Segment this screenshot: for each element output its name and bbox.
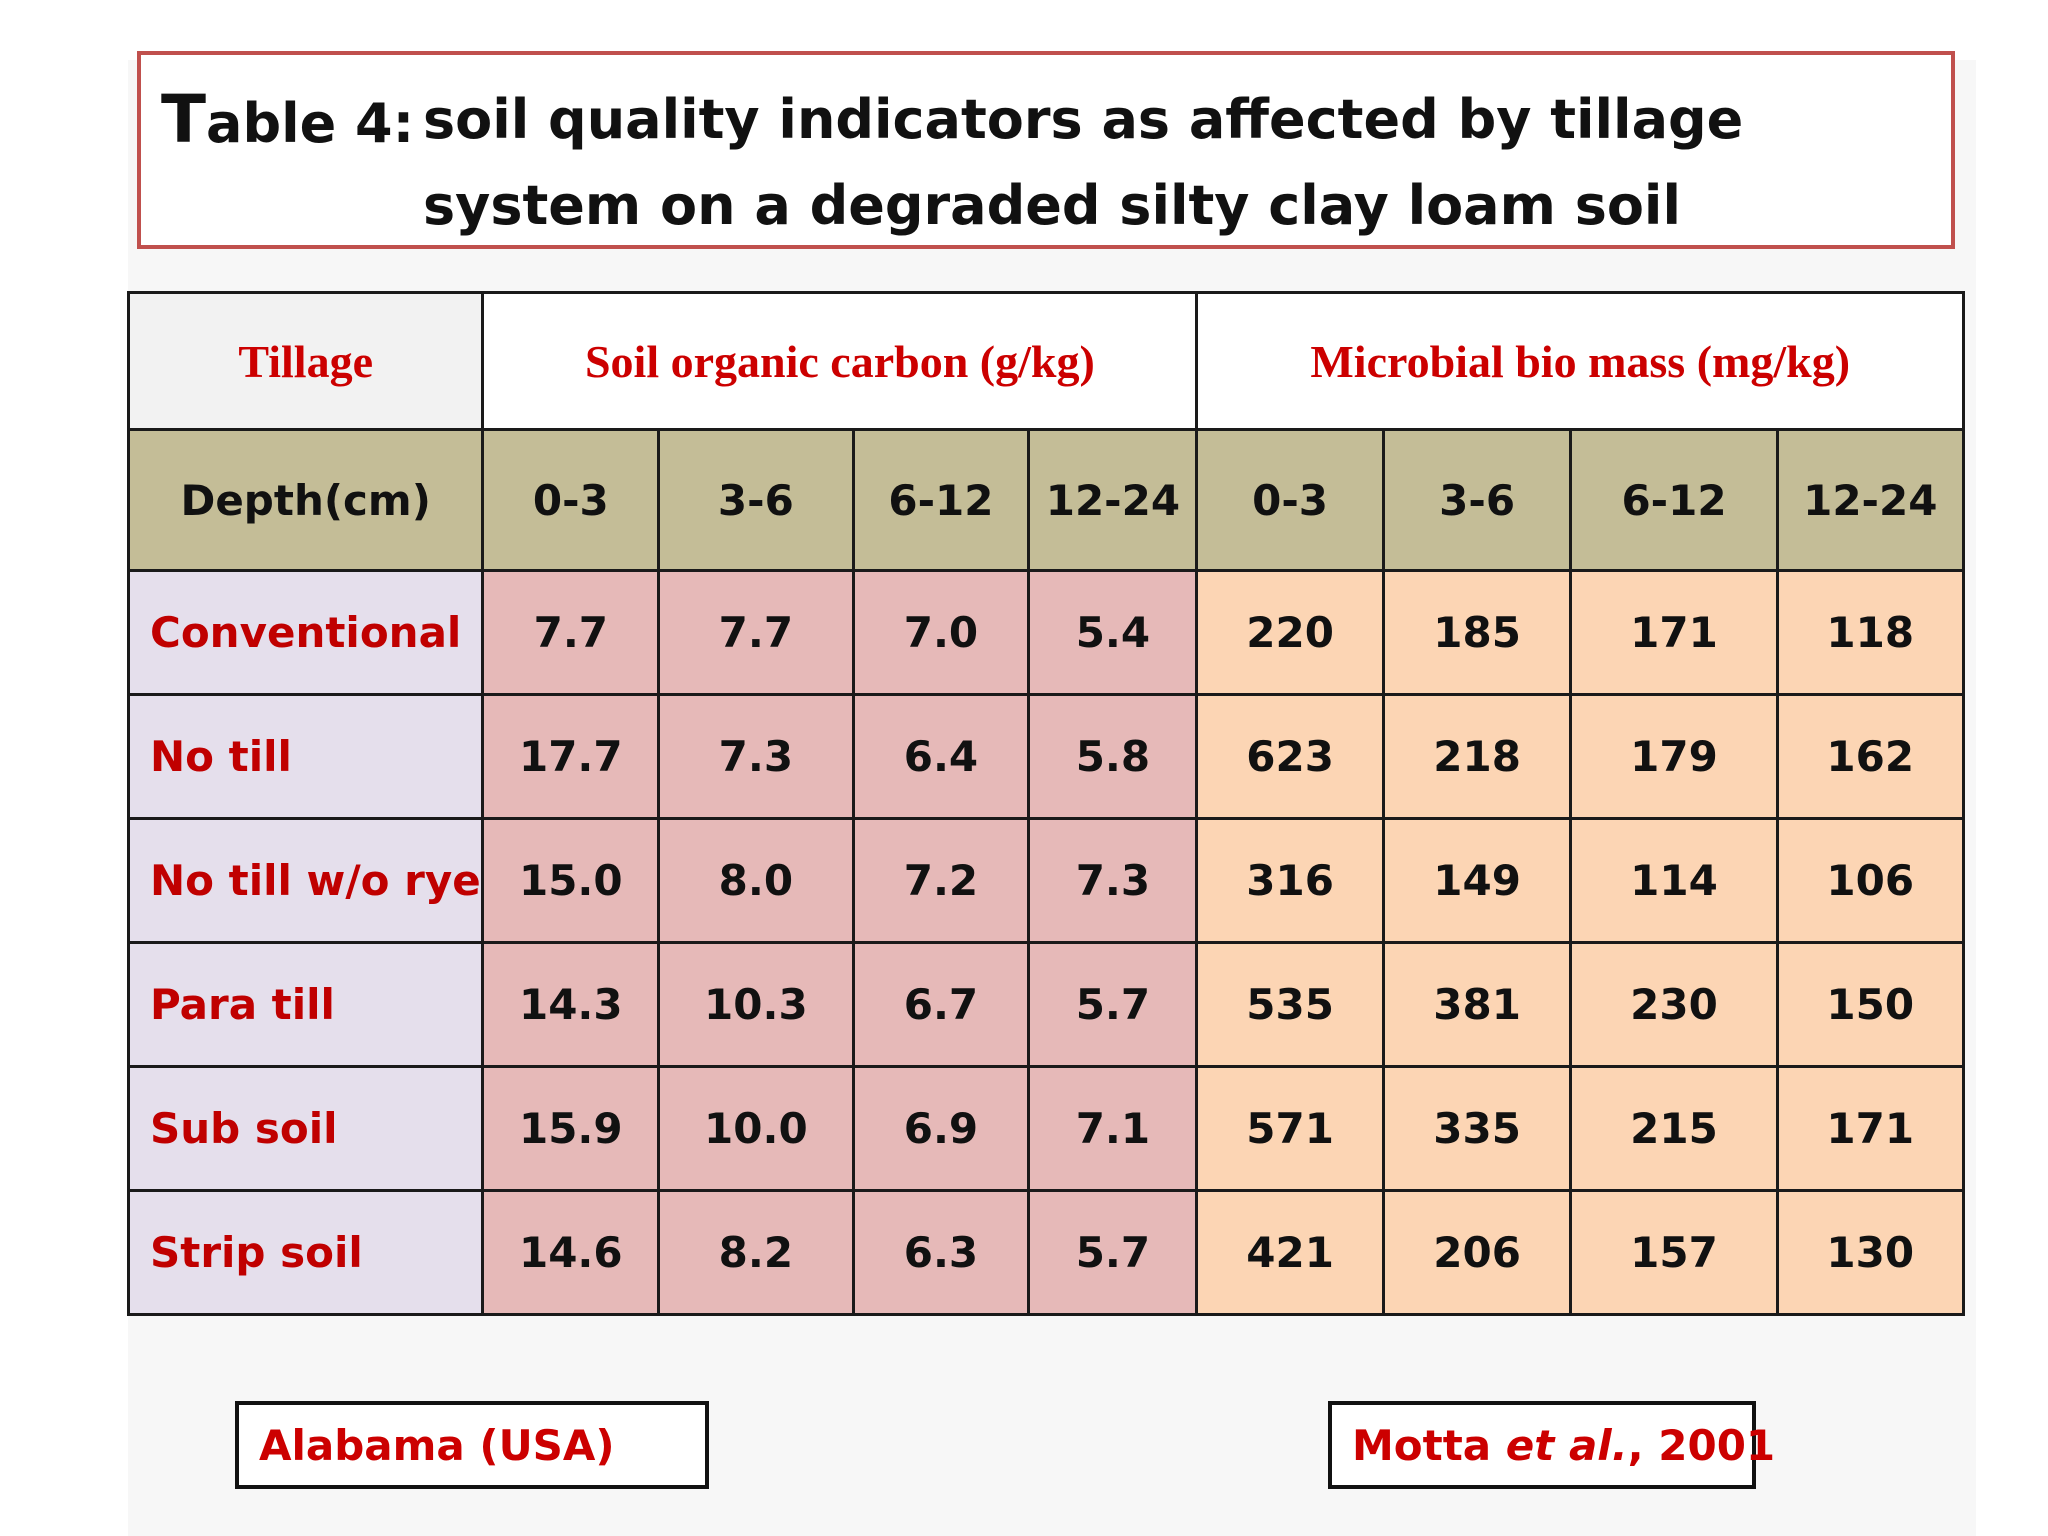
soc-value-cell: 6.4 (851, 693, 1031, 820)
depth-label: Depth(cm) (126, 428, 485, 572)
mbm-value-cell: 179 (1569, 693, 1779, 820)
soc-value-cell: 7.3 (657, 693, 855, 820)
citation-year: , 2001 (1627, 1420, 1776, 1470)
depth-cell: 12-24 (1027, 428, 1199, 572)
soc-value-cell: 14.3 (481, 941, 661, 1068)
soc-value-cell: 8.0 (657, 817, 855, 944)
title-box: Table 4: soil quality indicators as affe… (137, 51, 1955, 249)
soc-value-cell: 6.9 (851, 1065, 1031, 1192)
mbm-value-cell: 114 (1569, 817, 1779, 944)
table-number: Table 4: (161, 81, 415, 158)
mbm-value-cell: 130 (1775, 1189, 1966, 1316)
soc-value-cell: 15.0 (481, 817, 661, 944)
mbm-value-cell: 218 (1381, 693, 1573, 820)
soc-value-cell: 10.0 (657, 1065, 855, 1192)
soc-value-cell: 6.7 (851, 941, 1031, 1068)
depth-cell: 0-3 (481, 428, 661, 572)
tillage-label: Strip soil (126, 1189, 485, 1316)
tillage-label: No till (126, 693, 485, 820)
soil-quality-table: Tillage Soil organic carbon (g/kg) Micro… (126, 291, 1966, 1316)
mbm-value-cell: 150 (1775, 941, 1966, 1068)
table-row: Sub soil 15.9 10.0 6.9 7.1 571 335 215 171 (126, 1065, 1966, 1192)
soc-value-cell: 5.8 (1027, 693, 1199, 820)
mbm-value-cell: 381 (1381, 941, 1573, 1068)
table-row: Strip soil 14.6 8.2 6.3 5.7 421 206 157 130 (126, 1189, 1966, 1316)
depth-cell: 12-24 (1775, 428, 1966, 572)
mbm-value-cell: 571 (1195, 1065, 1385, 1192)
mbm-value-cell: 118 (1775, 569, 1966, 696)
table-title: Table 4: soil quality indicators as affe… (161, 77, 1941, 249)
table-row: No till 17.7 7.3 6.4 5.8 623 218 179 162 (126, 693, 1966, 820)
depth-cell: 3-6 (1381, 428, 1573, 572)
table-row: Para till 14.3 10.3 6.7 5.7 535 381 230 150 (126, 941, 1966, 1068)
header-tillage: Tillage (126, 291, 485, 431)
tillage-label: Para till (126, 941, 485, 1068)
soc-value-cell: 7.1 (1027, 1065, 1199, 1192)
mbm-value-cell: 171 (1569, 569, 1779, 696)
location-label: Alabama (USA) (259, 1420, 615, 1470)
tillage-label: Conventional (126, 569, 485, 696)
citation-et-al: et al. (1505, 1420, 1628, 1470)
header-soil-organic-carbon: Soil organic carbon (g/kg) (481, 291, 1199, 431)
table-header-row: Tillage Soil organic carbon (g/kg) Micro… (126, 291, 1965, 431)
mbm-value-cell: 206 (1381, 1189, 1573, 1316)
mbm-value-cell: 106 (1775, 817, 1966, 944)
header-microbial-biomass: Microbial bio mass (mg/kg) (1195, 291, 1965, 431)
mbm-value-cell: 157 (1569, 1189, 1779, 1316)
mbm-value-cell: 535 (1195, 941, 1385, 1068)
mbm-value-cell: 220 (1195, 569, 1385, 696)
mbm-value-cell: 623 (1195, 693, 1385, 820)
location-box: Alabama (USA) (235, 1401, 709, 1489)
mbm-value-cell: 230 (1569, 941, 1779, 1068)
table-caption: soil quality indicators as affected by t… (423, 88, 1744, 237)
table-row: No till w/o rye 15.0 8.0 7.2 7.3 316 149 114 106 (126, 817, 1966, 944)
depth-cell: 0-3 (1195, 428, 1385, 572)
soc-value-cell: 7.7 (657, 569, 855, 696)
depth-row: Depth(cm) 0-3 3-6 6-12 12-24 0-3 3-6 6-1… (126, 428, 1966, 572)
soc-value-cell: 5.7 (1027, 1189, 1199, 1316)
soc-value-cell: 7.7 (481, 569, 661, 696)
soc-value-cell: 7.2 (851, 817, 1031, 944)
tillage-label: Sub soil (126, 1065, 485, 1192)
table-row: Conventional 7.7 7.7 7.0 5.4 220 185 171 118 (126, 569, 1966, 696)
citation-box: Motta et al., 2001 (1328, 1401, 1775, 1489)
soc-value-cell: 6.3 (851, 1189, 1031, 1316)
depth-cell: 3-6 (657, 428, 855, 572)
soc-value-cell: 5.4 (1027, 569, 1199, 696)
mbm-value-cell: 162 (1775, 693, 1966, 820)
mbm-value-cell: 171 (1775, 1065, 1966, 1192)
soc-value-cell: 8.2 (657, 1189, 855, 1316)
soc-value-cell: 5.7 (1027, 941, 1199, 1068)
soc-value-cell: 17.7 (481, 693, 661, 820)
mbm-value-cell: 149 (1381, 817, 1573, 944)
depth-cell: 6-12 (1569, 428, 1779, 572)
citation-author: Motta (1352, 1420, 1506, 1470)
mbm-value-cell: 215 (1569, 1065, 1779, 1192)
mbm-value-cell: 335 (1381, 1065, 1573, 1192)
soc-value-cell: 7.3 (1027, 817, 1199, 944)
soc-value-cell: 10.3 (657, 941, 855, 1068)
soc-value-cell: 7.0 (851, 569, 1031, 696)
mbm-value-cell: 421 (1195, 1189, 1385, 1316)
depth-cell: 6-12 (851, 428, 1031, 572)
mbm-value-cell: 185 (1381, 569, 1573, 696)
soc-value-cell: 15.9 (481, 1065, 661, 1192)
mbm-value-cell: 316 (1195, 817, 1385, 944)
tillage-label: No till w/o rye (126, 817, 485, 944)
soc-value-cell: 14.6 (481, 1189, 661, 1316)
